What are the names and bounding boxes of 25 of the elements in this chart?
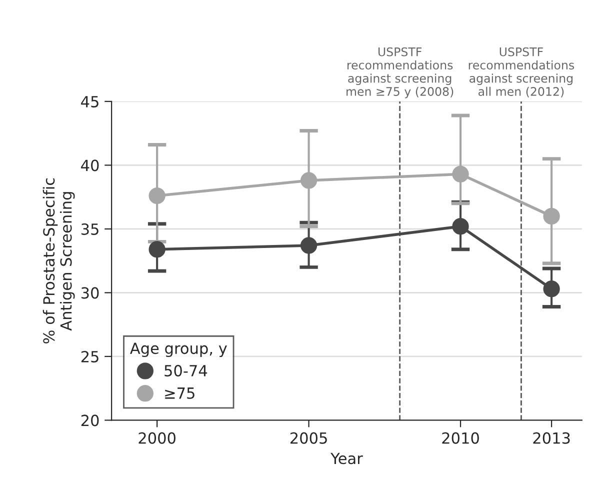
- point: [300, 237, 318, 254]
- x-tick-label: 2000: [138, 432, 176, 444]
- x-tick-label: 2010: [442, 432, 479, 444]
- ref-line-label: USPSTF recommendations against screening men ≥75 y (2008): [346, 47, 454, 98]
- legend-label: ≥75: [165, 388, 194, 399]
- point: [452, 218, 469, 235]
- x-tick-label: 2013: [533, 432, 570, 444]
- y-axis-title: % of Prostate-Specific Antigen Screening: [42, 178, 75, 344]
- point: [148, 187, 166, 204]
- point: [148, 241, 166, 258]
- point: [543, 280, 560, 298]
- y-tick-label: 20: [81, 414, 99, 426]
- ref-line-label: USPSTF recommendations against screening all men (2012): [468, 47, 574, 98]
- x-tick-label: 2005: [290, 432, 327, 444]
- point: [452, 166, 469, 182]
- y-tick-label: 40: [81, 160, 99, 172]
- point: [300, 172, 318, 189]
- legend-label: 50-74: [164, 364, 208, 376]
- point: [543, 208, 560, 225]
- y-tick-label: 35: [81, 223, 98, 235]
- y-tick-label: 30: [81, 287, 99, 299]
- legend-title: Age group, y: [130, 342, 227, 358]
- y-tick-label: 45: [81, 96, 98, 108]
- y-tick-label: 25: [81, 350, 98, 362]
- x-axis-title: Year: [330, 452, 363, 464]
